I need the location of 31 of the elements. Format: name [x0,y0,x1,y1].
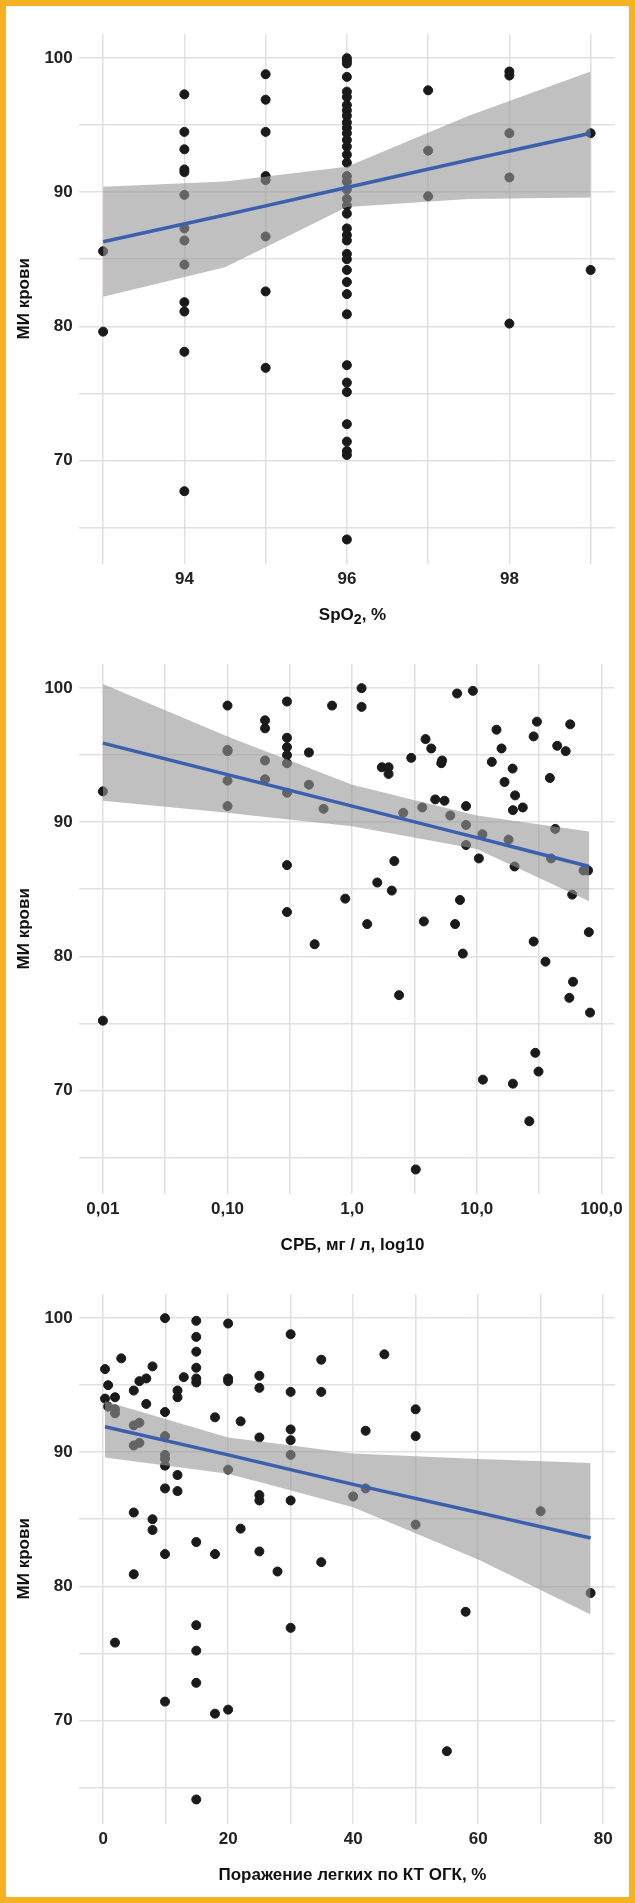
x-tick-label: 40 [343,1829,363,1849]
x-tick-label: 0,01 [86,1199,120,1219]
x-axis-title: SpO$_{2}$, % [317,604,388,630]
y-tick-label: 90 [53,811,73,831]
x-tick-label: 1,0 [340,1199,364,1219]
x-axis-title: СРБ, мг / л, log10 [279,1234,426,1256]
x-tick-label: 20 [218,1829,238,1849]
y-tick-label: 70 [53,450,73,470]
x-tick-label: 0,10 [210,1199,245,1219]
x-tick-label: 60 [468,1829,488,1849]
y-axis-title: МИ крови [13,1518,33,1600]
y-tick-label: 70 [53,1710,73,1730]
y-tick-label: 80 [53,945,73,965]
y-axis-title: МИ крови [13,258,33,340]
y-axis-title: МИ крови [13,888,33,970]
y-tick-label: 100 [44,47,73,67]
x-tick-label: 100,0 [580,1199,623,1219]
x-tick-label: 80 [593,1829,613,1849]
x-tick-label: 0 [98,1829,108,1849]
x-tick-label: 10,0 [460,1199,494,1219]
x-tick-label: 96 [337,569,357,589]
y-tick-label: 70 [53,1080,73,1100]
x-axis-title: Поражение легких по КТ ОГК, % [217,1864,488,1886]
y-tick-label: 80 [53,315,73,335]
y-tick-label: 80 [53,1575,73,1595]
y-tick-label: 100 [44,677,73,697]
x-tick-label: 98 [499,569,519,589]
y-tick-label: 90 [53,1441,73,1461]
y-tick-label: 100 [44,1307,73,1327]
x-tick-label: 94 [174,569,195,589]
y-tick-label: 90 [53,181,73,201]
